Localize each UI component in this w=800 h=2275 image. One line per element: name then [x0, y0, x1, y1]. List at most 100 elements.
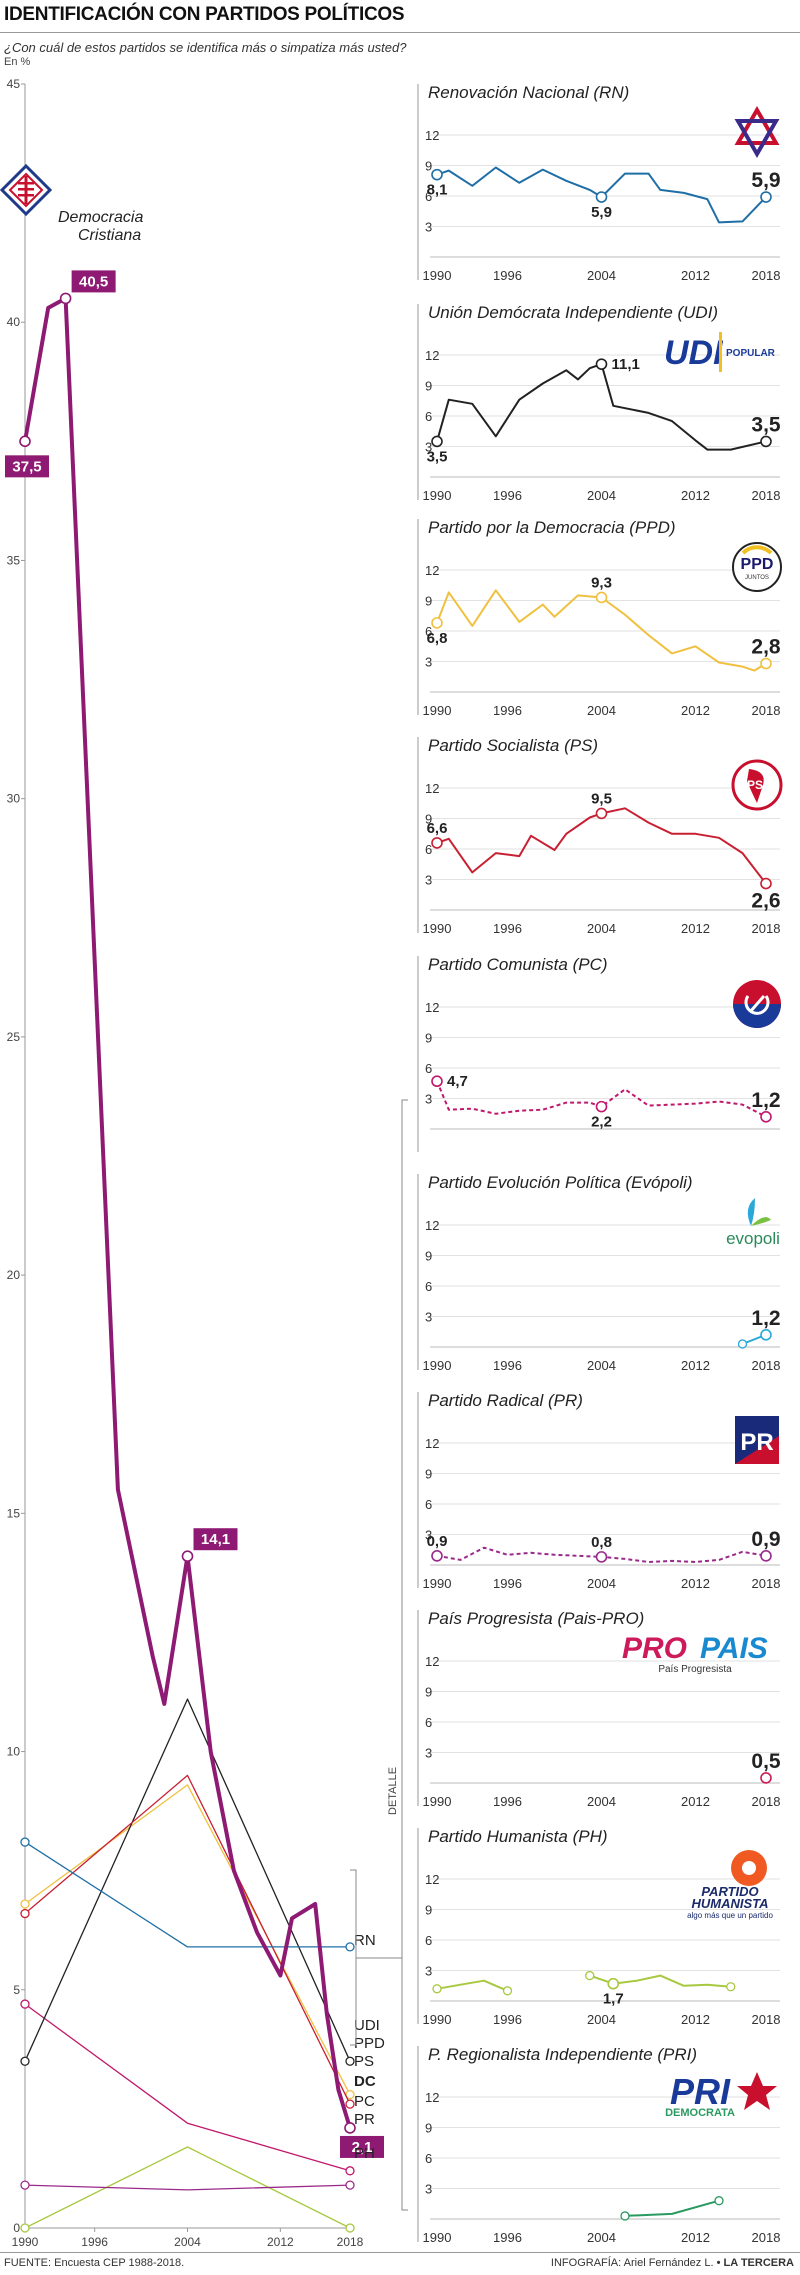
- panel-title: Partido por la Democracia (PPD): [428, 518, 676, 537]
- panel-point: [760, 191, 772, 203]
- panel-title: País Progresista (Pais-PRO): [428, 1609, 644, 1628]
- panel-point: [431, 837, 443, 849]
- panel-point: [760, 1772, 772, 1784]
- panel-ppd: Partido por la Democracia (PPD) 3 6 9 12 1990…: [417, 518, 782, 718]
- credit-outlet: • LA TERCERA: [716, 2257, 794, 2269]
- ppd-logo-arc: [741, 545, 773, 555]
- panel-x-tick-label: 2018: [752, 921, 781, 936]
- panel-y-tick-label: 12: [425, 563, 439, 578]
- dc-title-line2: Cristiana: [78, 227, 141, 244]
- panel-y-tick-label: 6: [425, 624, 432, 639]
- panel-y-tick-label: 12: [425, 348, 439, 363]
- main-y-tick-label: 15: [7, 1506, 21, 1520]
- main-series-pr: [24, 2184, 351, 2191]
- ph-logo-inner: [742, 1861, 756, 1875]
- panel-y-tick-label: 3: [425, 1964, 432, 1979]
- panel-point: [595, 191, 608, 203]
- panel-x-tick-label: 2018: [752, 1358, 781, 1373]
- panel-series-line: [436, 363, 767, 451]
- panel-x-tick-label: 2004: [587, 2012, 616, 2027]
- panel-udi: Unión Demócrata Independiente (UDI) 3 6 9 12…: [417, 303, 781, 503]
- ppd-logo-icon: [732, 542, 782, 592]
- panel-x-tick-label: 2012: [681, 921, 710, 936]
- panel-point: [585, 1970, 595, 1981]
- panel-value-label: 9,3: [591, 574, 612, 591]
- panel-point: [431, 617, 443, 629]
- main-y-tick-label: 30: [7, 792, 21, 806]
- footer-divider: [0, 2252, 800, 2253]
- panel-series-line: [436, 807, 767, 885]
- panel-title: Partido Evolución Política (Evópoli): [428, 1173, 693, 1192]
- panel-value-label: 8,1: [427, 182, 448, 199]
- panel-y-tick-label: 3: [425, 1092, 432, 1107]
- panel-y-tick-label: 9: [425, 159, 432, 174]
- panel-point: [431, 1550, 443, 1562]
- panel-point: [760, 877, 772, 890]
- dc-value-box: [193, 1528, 238, 1551]
- panel-series-line: [624, 2199, 720, 2217]
- dc-highlight-point: [19, 435, 31, 448]
- dc-value-label: 2,1: [352, 2139, 373, 2156]
- main-end-label-dc: DC: [354, 2073, 376, 2090]
- main-series-ph: [24, 2146, 351, 2229]
- panel-point: [714, 2196, 724, 2206]
- detail-label: DETALLE: [387, 1767, 399, 1815]
- dc-highlight-point: [181, 1550, 194, 1563]
- main-end-label-ps: PS: [354, 2053, 374, 2070]
- panel-point: [620, 2211, 630, 2221]
- panel-x-tick-label: 1996: [493, 1358, 522, 1373]
- udi-logo-subtitle: POPULAR: [726, 348, 776, 359]
- panel-value-label: 5,9: [591, 204, 612, 221]
- ppd-logo-subtitle: JUNTOS: [745, 575, 769, 581]
- panel-point: [760, 435, 772, 448]
- panel-x-tick-label: 1990: [423, 1358, 452, 1373]
- panel-y-tick-label: 12: [425, 1872, 439, 1887]
- panel-value-label: 9,5: [591, 790, 612, 807]
- main-point-pc: [20, 1999, 30, 2009]
- panel-y-tick-label: 9: [425, 2121, 432, 2136]
- panel-value-label: 0,9: [751, 1528, 780, 1551]
- dc-value-label: 14,1: [201, 1531, 230, 1548]
- panel-y-tick-label: 9: [425, 1903, 432, 1918]
- ph-logo-subtitle: algo más que un partido: [687, 1911, 773, 1920]
- panel-x-tick-label: 1996: [493, 1576, 522, 1591]
- credit-label: INFOGRAFÍA: Ariel Fernández L.: [550, 2257, 714, 2269]
- survey-question: ¿Con cuál de estos partidos se identific…: [4, 40, 407, 55]
- footer: FUENTE: Encuesta CEP 1988-2018. INFOGRAF…: [0, 2252, 800, 2275]
- dc-title-line1: Democracia: [58, 209, 143, 226]
- panel-value-label: 1,2: [751, 1307, 780, 1330]
- ps-logo-text: PS: [747, 778, 763, 792]
- panel-x-tick-label: 1996: [493, 488, 522, 503]
- panel-x-tick-label: 2004: [587, 268, 616, 283]
- panel-x-tick-label: 2018: [752, 488, 781, 503]
- main-chart: 0 5 10 15 20 25 30 35 40 45 1990 1996 2004 2012 2018 37…: [5, 77, 385, 2249]
- panel-y-tick-label: 9: [425, 594, 432, 609]
- panel-y-tick-label: 3: [425, 220, 432, 235]
- panel-title: Renovación Nacional (RN): [428, 83, 629, 102]
- panel-point: [760, 1111, 772, 1123]
- panel-y-tick-label: 6: [425, 189, 432, 204]
- panel-point: [432, 1984, 442, 1994]
- panel-x-tick-label: 1990: [423, 921, 452, 936]
- main-end-label-udi: UDI: [354, 2017, 380, 2034]
- panel-x-tick-label: 2004: [587, 1358, 616, 1373]
- panel-x-tick-label: 2004: [587, 1794, 616, 1809]
- main-series-udi: [24, 1698, 351, 2062]
- panel-series-line: [436, 589, 767, 672]
- panel-title: Partido Socialista (PS): [428, 736, 598, 755]
- pri-logo-subtitle: DEMOCRATA: [665, 2107, 735, 2119]
- panel-y-tick-label: 3: [425, 1746, 432, 1761]
- panel-y-tick-label: 6: [425, 1279, 432, 1294]
- panel-value-label: 0,5: [751, 1750, 781, 1773]
- pc-logo-half: [733, 1004, 781, 1028]
- panel-y-tick-label: 9: [425, 1249, 432, 1264]
- main-point-pr: [345, 2180, 355, 2190]
- panel-y-tick-label: 12: [425, 128, 439, 143]
- panel-value-label: 2,6: [751, 890, 780, 913]
- panel-pri: P. Regionalista Independiente (PRI) 3 6 9 12…: [417, 2045, 780, 2245]
- panel-rn: Renovación Nacional (RN) 3 6 9 12 1990 1996 200…: [417, 83, 781, 283]
- pr-logo-stripe: [735, 1436, 779, 1464]
- panel-y-tick-label: 12: [425, 781, 439, 796]
- panel-value-label: 4,7: [447, 1073, 468, 1090]
- main-point-pc: [345, 2166, 355, 2176]
